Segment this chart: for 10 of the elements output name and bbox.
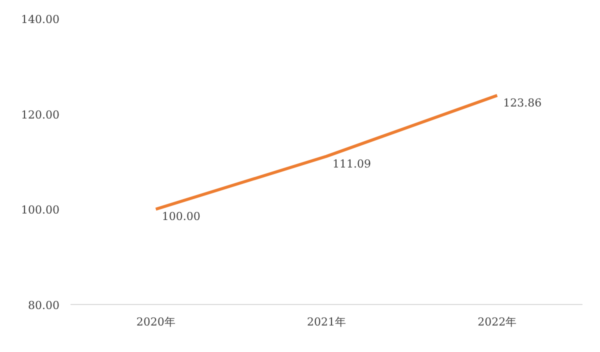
data-label: 123.86 (503, 96, 542, 110)
y-tick-label: 120.00 (21, 108, 60, 122)
x-tick-label: 2021年 (307, 316, 346, 328)
y-tick-label: 140.00 (21, 13, 60, 26)
x-tick-label: 2020年 (136, 316, 176, 328)
x-tick-label: 2022年 (478, 316, 517, 328)
y-tick-label: 100.00 (21, 204, 60, 217)
data-label: 111.09 (332, 157, 371, 170)
data-label: 100.00 (162, 210, 200, 224)
y-tick-label: 80.00 (28, 299, 60, 312)
